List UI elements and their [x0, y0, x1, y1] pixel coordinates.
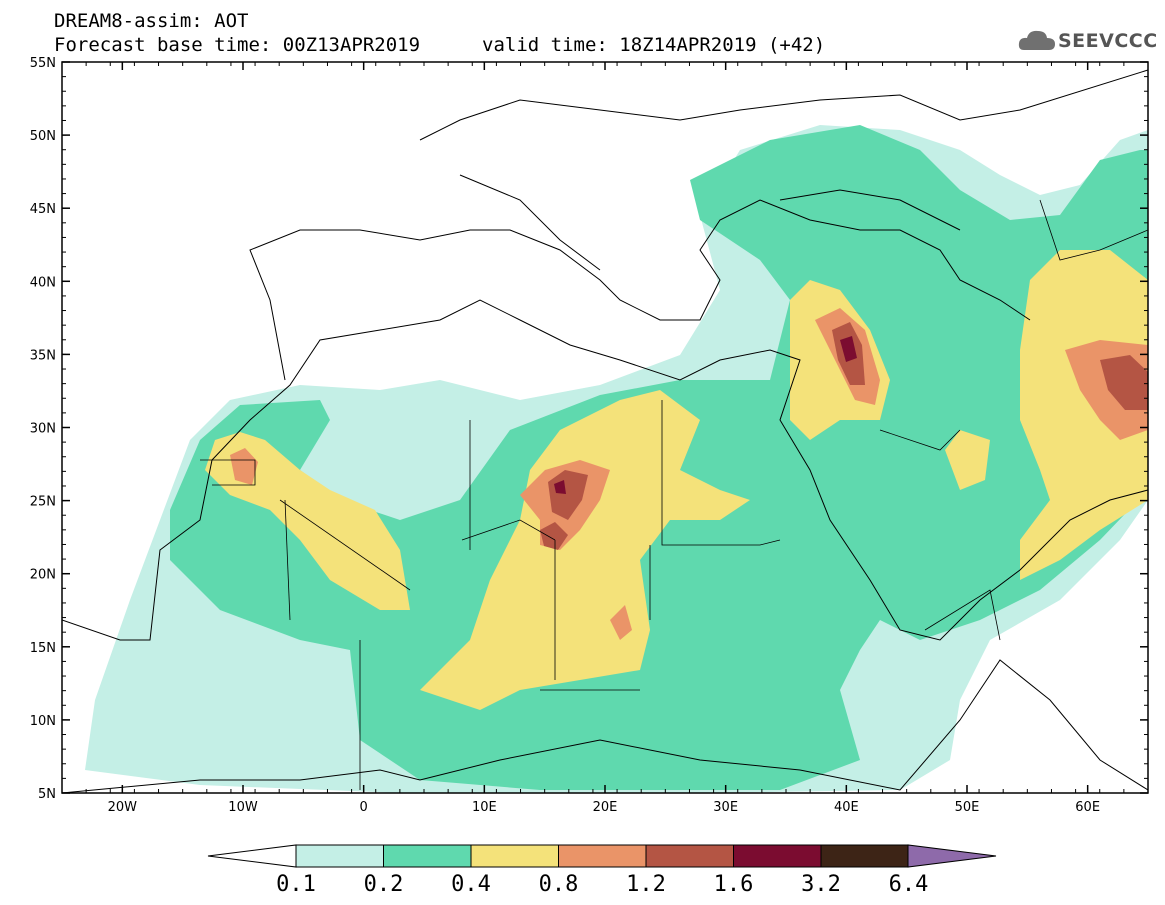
colorbar-over-arrow [907, 844, 997, 868]
colorbar-swatch [558, 844, 647, 868]
aot-0.8-band [610, 605, 632, 640]
colorbar-swatch [295, 844, 384, 868]
aot-0.4-band [420, 390, 750, 710]
lon-tick-label: 20E [593, 800, 618, 815]
lon-tick-label: 30E [713, 800, 738, 815]
valid-time: valid time: 18Z14APR2019 (+42) [482, 34, 826, 56]
colorbar-level-label: 1.6 [713, 872, 754, 897]
lat-tick-label: 35N [30, 348, 56, 363]
forecast-base-time: Forecast base time: 00Z13APR2019 [54, 34, 421, 56]
colorbar-level-label: 0.8 [538, 872, 579, 897]
lon-tick-label: 10E [472, 800, 497, 815]
lon-tick-label: 10W [228, 800, 258, 815]
lat-tick-label: 20N [30, 568, 56, 583]
aot-1.6-band [840, 336, 857, 362]
colorbar [207, 844, 997, 868]
lon-tick-label: 20W [108, 800, 138, 815]
lat-tick-label: 50N [30, 129, 56, 144]
lon-tick-label: 0 [360, 800, 368, 815]
colorbar-level-label: 1.2 [626, 872, 666, 897]
lon-tick-label: 40E [834, 800, 859, 815]
lat-tick-label: 25N [30, 495, 56, 510]
aot-1.6-band [554, 480, 566, 494]
colorbar-swatch [470, 844, 559, 868]
lat-tick-label: 5N [38, 787, 56, 802]
aot-0.4-band [1020, 250, 1148, 580]
colorbar-level-label: 0.2 [363, 872, 404, 897]
colorbar-level-label: 6.4 [888, 872, 929, 897]
cloud-icon [1018, 30, 1055, 50]
colorbar-level-label: 0.1 [276, 872, 316, 897]
lat-tick-label: 10N [30, 714, 56, 729]
coastlines [62, 69, 1148, 793]
lat-tick-label: 15N [30, 641, 56, 656]
colorbar-level-label: 3.2 [801, 872, 841, 897]
map-title: DREAM8-assim: AOT [54, 10, 249, 32]
country-borders [200, 199, 1148, 790]
lat-tick-label: 55N [30, 56, 56, 71]
lat-tick-label: 40N [30, 275, 56, 290]
aot-field [85, 125, 1148, 793]
aot-0.4-band [205, 432, 410, 610]
aot-1.2-band [540, 522, 568, 550]
colorbar-level-label: 0.4 [451, 872, 491, 897]
seevccc-logo: SEEVCCC [1018, 26, 1158, 56]
logo-text: SEEVCCC [1058, 30, 1158, 52]
aot-0.8-band [230, 448, 258, 485]
colorbar-swatch [820, 844, 909, 868]
aot-1.2-band [1100, 355, 1148, 410]
aot-0.4-band [945, 430, 990, 490]
lon-tick-label: 50E [955, 800, 980, 815]
colorbar-swatch [383, 844, 472, 868]
lon-tick-label: 60E [1075, 800, 1100, 815]
axis-ticks: 20W 10W 0 10E 20E 30E 40E 50E 60E 55N 50N 45N 40N 35N… [30, 56, 1149, 815]
lat-tick-label: 30N [30, 422, 56, 437]
colorbar-under-arrow [207, 844, 297, 868]
lat-tick-label: 45N [30, 202, 56, 217]
colorbar-swatch [733, 844, 822, 868]
colorbar-swatch [645, 844, 734, 868]
